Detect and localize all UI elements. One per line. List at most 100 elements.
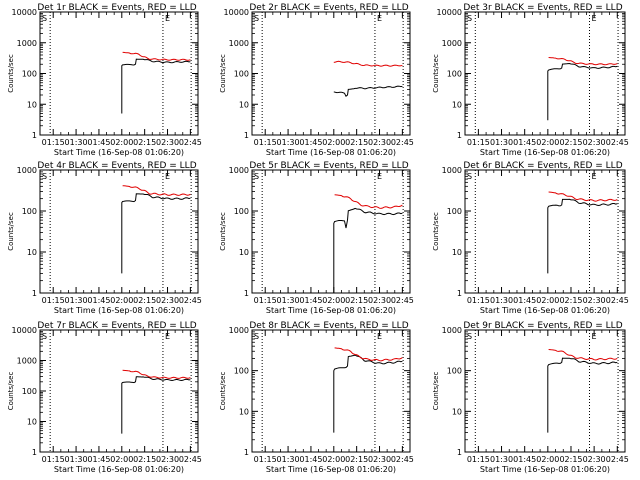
x-tick-label: 01:45 bbox=[87, 138, 110, 147]
y-axis-label: Counts/sec bbox=[219, 372, 227, 411]
y-tick-label: 1000 bbox=[442, 326, 462, 335]
x-tick-label: 01:30 bbox=[277, 296, 300, 305]
y-tick-label: 100 bbox=[447, 207, 462, 216]
events-series-line bbox=[333, 85, 403, 97]
plot-frame bbox=[39, 329, 199, 453]
y-axis-label: Counts/sec bbox=[432, 54, 440, 93]
x-tick-label: 02:30 bbox=[583, 296, 606, 305]
y-tick-label: 1 bbox=[244, 448, 249, 457]
start-marker-label: S bbox=[42, 14, 47, 23]
y-tick-label: 1 bbox=[32, 289, 37, 298]
x-axis-label: Start Time (16-Sep-08 01:06:20) bbox=[54, 306, 184, 315]
x-tick-label: 02:00 bbox=[110, 296, 133, 305]
x-tick-label: 01:45 bbox=[513, 296, 536, 305]
y-tick-label: 10 bbox=[452, 248, 462, 257]
y-tick-label: 100 bbox=[234, 207, 249, 216]
panel-det-1r: Det 1r BLACK = Events, RED = LLD 1 10 100 10… bbox=[7, 3, 202, 157]
events-series-line bbox=[121, 58, 191, 114]
panel-title: Det 8r BLACK = Events, RED = LLD bbox=[249, 321, 408, 331]
x-tick-label: 02:30 bbox=[368, 296, 391, 305]
y-axis-label: Counts/sec bbox=[7, 372, 15, 411]
start-marker-label: S bbox=[254, 14, 259, 23]
lld-series-line bbox=[548, 57, 618, 66]
plot-frame bbox=[464, 11, 626, 136]
x-tick-label: 02:30 bbox=[368, 138, 391, 147]
end-marker-label: E bbox=[165, 172, 170, 181]
x-tick-label: 02:45 bbox=[179, 296, 202, 305]
y-tick-label: 1 bbox=[244, 131, 249, 140]
y-tick-label: 100 bbox=[447, 70, 462, 79]
x-tick-label: 02:00 bbox=[110, 455, 133, 464]
x-tick-label: 02:45 bbox=[606, 455, 629, 464]
x-axis-label: Start Time (16-Sep-08 01:06:20) bbox=[266, 148, 396, 157]
x-tick-label: 01:15 bbox=[42, 138, 65, 147]
y-axis-label: Counts/sec bbox=[432, 372, 440, 411]
events-series-line bbox=[121, 376, 191, 434]
y-tick-label: 1000 bbox=[442, 166, 462, 175]
x-tick-label: 02:45 bbox=[391, 455, 414, 464]
x-tick-label: 02:45 bbox=[606, 138, 629, 147]
plot-frame bbox=[39, 169, 199, 294]
panel-title: Det 9r BLACK = Events, RED = LLD bbox=[463, 321, 622, 331]
y-tick-label: 1 bbox=[457, 289, 462, 298]
x-tick-label: 02:15 bbox=[559, 138, 582, 147]
x-tick-label: 01:15 bbox=[42, 296, 65, 305]
events-series-line bbox=[547, 357, 618, 433]
panel-det-7r: Det 7r BLACK = Events, RED = LLD 1 10 100 10… bbox=[7, 321, 202, 474]
panel-det-2r: Det 2r BLACK = Events, RED = LLD 1 10 100 10… bbox=[219, 3, 414, 157]
x-tick-label: 01:15 bbox=[254, 296, 277, 305]
x-tick-label: 01:45 bbox=[87, 455, 110, 464]
lld-series-line bbox=[334, 347, 403, 362]
panel-det-4r: Det 4r BLACK = Events, RED = LLD 1 10 100 10… bbox=[7, 161, 202, 315]
y-tick-label: 10000 bbox=[224, 8, 249, 17]
y-tick-label: 100 bbox=[22, 387, 37, 396]
end-marker-label: E bbox=[377, 14, 382, 23]
panel-det-9r: Det 9r BLACK = Events, RED = LLD 1 10 100 10… bbox=[432, 321, 629, 474]
x-tick-label: 02:30 bbox=[156, 138, 179, 147]
x-tick-label: 02:15 bbox=[345, 296, 368, 305]
y-tick-label: 10 bbox=[452, 407, 462, 416]
y-axis-label: Counts/sec bbox=[432, 212, 440, 251]
panel-title: Det 1r BLACK = Events, RED = LLD bbox=[37, 3, 196, 13]
panel-det-6r: Det 6r BLACK = Events, RED = LLD 1 10 100 10… bbox=[432, 161, 629, 315]
events-series-line bbox=[333, 354, 403, 433]
plot-frame bbox=[464, 329, 626, 453]
y-tick-label: 1000 bbox=[229, 39, 249, 48]
x-tick-label: 02:30 bbox=[583, 455, 606, 464]
lld-series-line bbox=[122, 369, 191, 379]
y-tick-label: 1000 bbox=[17, 166, 37, 175]
x-tick-label: 02:30 bbox=[368, 455, 391, 464]
lld-series-line bbox=[122, 185, 191, 196]
x-tick-label: 02:30 bbox=[156, 455, 179, 464]
x-tick-label: 02:15 bbox=[345, 455, 368, 464]
x-tick-label: 02:45 bbox=[391, 138, 414, 147]
y-tick-label: 10 bbox=[27, 248, 37, 257]
end-marker-label: E bbox=[165, 332, 170, 341]
plot-frame bbox=[251, 11, 411, 136]
end-marker-label: E bbox=[165, 14, 170, 23]
start-marker-label: S bbox=[467, 172, 472, 181]
y-tick-label: 100 bbox=[234, 70, 249, 79]
x-tick-label: 01:15 bbox=[254, 138, 277, 147]
panel-det-8r: Det 8r BLACK = Events, RED = LLD 1 10 100 10… bbox=[219, 321, 414, 474]
x-tick-label: 01:45 bbox=[299, 138, 322, 147]
lld-series-line bbox=[548, 349, 618, 361]
y-axis-label: Counts/sec bbox=[219, 54, 227, 93]
start-marker-label: S bbox=[467, 332, 472, 341]
y-tick-label: 1000 bbox=[17, 357, 37, 366]
x-tick-label: 01:30 bbox=[65, 455, 88, 464]
x-axis-label: Start Time (16-Sep-08 01:06:20) bbox=[480, 306, 610, 315]
x-tick-label: 02:00 bbox=[322, 296, 345, 305]
x-tick-label: 01:45 bbox=[299, 296, 322, 305]
panel-title: Det 2r BLACK = Events, RED = LLD bbox=[249, 3, 408, 13]
y-axis-label: Counts/sec bbox=[7, 54, 15, 93]
end-marker-label: E bbox=[377, 172, 382, 181]
y-tick-label: 10 bbox=[239, 248, 249, 257]
y-tick-label: 100 bbox=[22, 70, 37, 79]
start-marker-label: S bbox=[42, 332, 47, 341]
y-tick-label: 100 bbox=[234, 367, 249, 376]
y-tick-label: 1 bbox=[457, 448, 462, 457]
x-tick-label: 01:15 bbox=[467, 455, 490, 464]
x-tick-label: 02:00 bbox=[536, 296, 559, 305]
